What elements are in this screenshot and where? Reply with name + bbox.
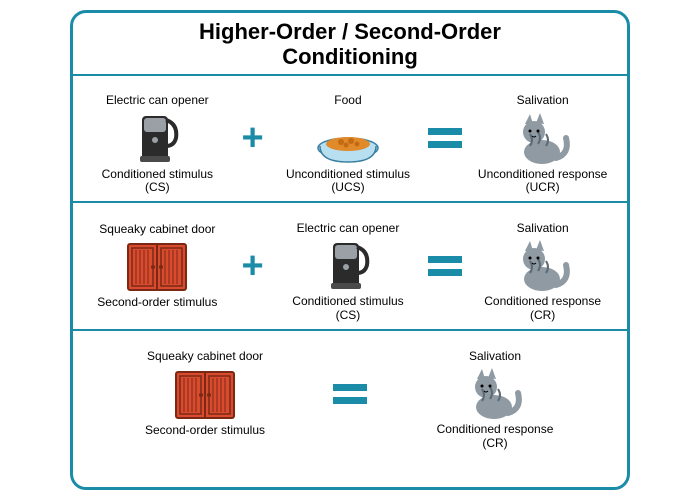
cat-icon: [460, 365, 530, 421]
cell-top-label: Squeaky cabinet door: [99, 210, 215, 236]
stimulus-cell: Squeaky cabinet door Second-order stimulu…: [92, 210, 222, 322]
cell-bottom-label: Unconditioned stimulus (UCS): [283, 168, 413, 196]
conditioning-row-1: Electric can opener Conditioned stimulus …: [73, 74, 627, 202]
cell-top-label: Squeaky cabinet door: [147, 338, 263, 364]
cell-top-label: Food: [334, 82, 361, 108]
opener-icon: [313, 237, 383, 293]
equals-icon: [428, 128, 462, 148]
cell-top-label: Salivation: [517, 209, 569, 235]
cell-bottom-label: Conditioned stimulus (CS): [92, 168, 222, 196]
cell-bottom-label: Conditioned response (CR): [478, 295, 608, 323]
equals-icon: [333, 384, 367, 404]
plus-icon: +: [238, 247, 268, 285]
cell-bottom-label: Unconditioned response (UCR): [478, 168, 608, 196]
bowl-icon: [313, 110, 383, 166]
diagram-frame: Higher-Order / Second-Order Conditioning…: [70, 10, 630, 490]
stimulus-cell: Electric can opener Conditioned stimulus …: [283, 209, 413, 323]
stimulus-cell: Electric can opener Conditioned stimulus …: [92, 82, 222, 196]
cell-top-label: Salivation: [517, 82, 569, 108]
cell-bottom-label: Second-order stimulus: [145, 424, 265, 450]
cell-bottom-label: Second-order stimulus: [97, 296, 217, 322]
cat-icon: [508, 110, 578, 166]
title-line-1: Higher-Order / Second-Order: [199, 19, 501, 44]
diagram-title: Higher-Order / Second-Order Conditioning: [73, 13, 627, 74]
stimulus-cell: Salivation Conditioned response (CR): [430, 337, 560, 451]
cell-top-label: Electric can opener: [297, 209, 400, 235]
cell-bottom-label: Conditioned stimulus (CS): [283, 295, 413, 323]
cell-top-label: Electric can opener: [106, 82, 209, 108]
opener-icon: [122, 110, 192, 166]
cell-top-label: Salivation: [469, 337, 521, 363]
cabinet-icon: [122, 238, 192, 294]
title-line-2: Conditioning: [282, 44, 418, 69]
equals-icon: [428, 256, 462, 276]
cell-bottom-label: Conditioned response (CR): [430, 423, 560, 451]
stimulus-cell: Salivation Unconditioned response (UCR): [478, 82, 608, 196]
conditioning-row-2: Squeaky cabinet door Second-order stimulu…: [73, 201, 627, 329]
stimulus-cell: Salivation Conditioned response (CR): [478, 209, 608, 323]
cabinet-icon: [170, 366, 240, 422]
conditioning-row-3: Squeaky cabinet door Second-order stimulu…: [73, 329, 627, 457]
stimulus-cell: Squeaky cabinet door Second-order stimulu…: [140, 338, 270, 450]
stimulus-cell: Food Unconditioned stimulus (UCS): [283, 82, 413, 196]
plus-icon: +: [238, 119, 268, 157]
cat-icon: [508, 237, 578, 293]
